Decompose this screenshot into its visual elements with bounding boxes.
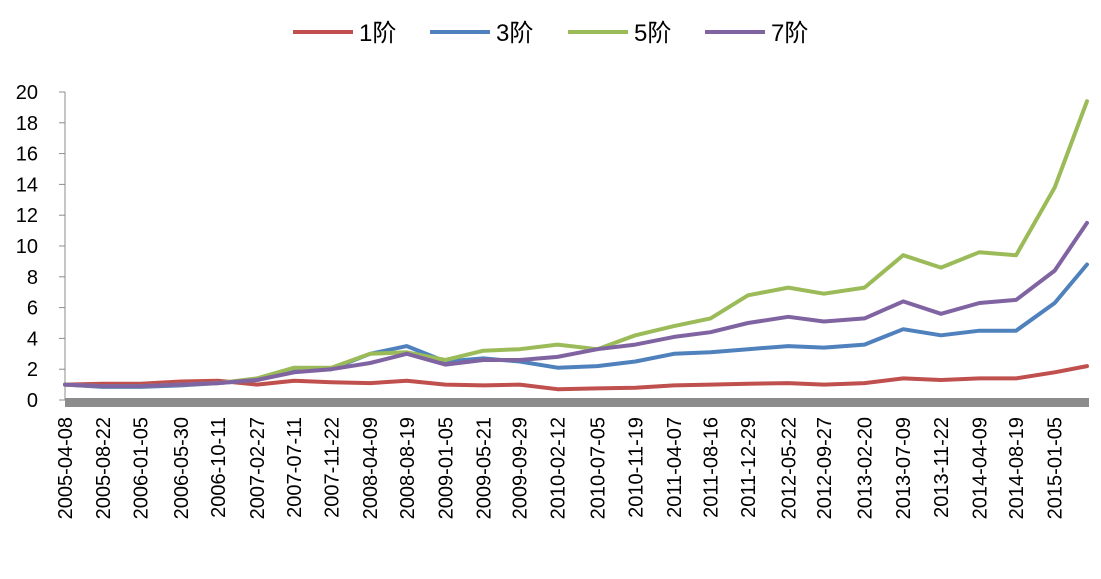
x-tick-label: 2006-05-30 <box>171 417 193 519</box>
x-tick-label: 2008-04-09 <box>360 417 382 519</box>
y-tick-label: 20 <box>16 82 38 104</box>
x-tick-label: 2006-01-05 <box>131 417 153 519</box>
y-tick-label: 4 <box>27 328 38 350</box>
y-tick-label: 18 <box>16 113 38 135</box>
x-tick-label: 2007-02-27 <box>247 417 269 519</box>
series-line-4 <box>63 220 1089 389</box>
y-tick-label: 0 <box>27 390 38 412</box>
x-tick-label: 2010-11-19 <box>625 417 647 518</box>
x-tick-label: 2006-10-11 <box>208 417 230 518</box>
x-tick-label: 2011-08-16 <box>700 417 722 518</box>
y-tick-label: 6 <box>27 298 38 320</box>
y-tick-label: 14 <box>16 174 38 196</box>
y-tick-label: 12 <box>16 205 38 227</box>
series-line-1 <box>63 364 1089 392</box>
x-axis: 2005-04-08 2005-08-22 2006-01-05 2006-05-30… <box>55 417 1067 519</box>
legend: 1阶 3阶 5阶 7阶 <box>293 20 808 47</box>
series-line-3 <box>63 99 1089 389</box>
y-axis: 0 2 4 6 8 10 12 14 16 18 20 <box>16 82 66 412</box>
y-tick-label: 2 <box>27 359 38 381</box>
y-tick-label: 10 <box>16 236 38 258</box>
y-tick-label: 16 <box>16 144 38 166</box>
x-tick-label: 2014-04-09 <box>969 417 991 519</box>
legend-label-3: 5阶 <box>634 20 671 47</box>
x-tick-label: 2011-12-29 <box>738 417 760 518</box>
x-tick-label: 2014-08-19 <box>1006 417 1028 519</box>
x-tick-label: 2013-02-20 <box>855 417 877 519</box>
legend-label-1: 1阶 <box>359 20 396 47</box>
x-tick-label: 2012-05-22 <box>778 417 800 519</box>
x-tick-label: 2007-07-11 <box>284 417 306 518</box>
x-tick-label: 2010-07-05 <box>587 417 609 519</box>
series-layer <box>63 99 1089 392</box>
x-tick-label: 2005-08-22 <box>93 417 115 519</box>
series-line-2 <box>63 262 1089 389</box>
legend-label-2: 3阶 <box>496 20 533 47</box>
x-axis-band <box>65 398 1089 407</box>
x-tick-label: 2009-05-21 <box>473 417 495 519</box>
x-tick-label: 2013-11-22 <box>931 417 953 518</box>
x-tick-label: 2010-02-12 <box>548 417 570 519</box>
y-tick-label: 8 <box>27 267 38 289</box>
x-tick-label: 2012-09-27 <box>814 417 836 519</box>
x-tick-label: 2009-09-29 <box>510 417 532 519</box>
x-tick-label: 2009-01-05 <box>435 417 457 519</box>
x-tick-label: 2007-11-22 <box>321 417 343 518</box>
legend-label-4: 7阶 <box>771 20 808 47</box>
x-tick-label: 2013-07-09 <box>893 417 915 519</box>
x-tick-label: 2005-04-08 <box>55 417 77 519</box>
x-tick-label: 2015-01-05 <box>1045 417 1067 519</box>
x-tick-label: 2008-08-19 <box>397 417 419 519</box>
x-tick-label: 2011-04-07 <box>664 417 686 518</box>
